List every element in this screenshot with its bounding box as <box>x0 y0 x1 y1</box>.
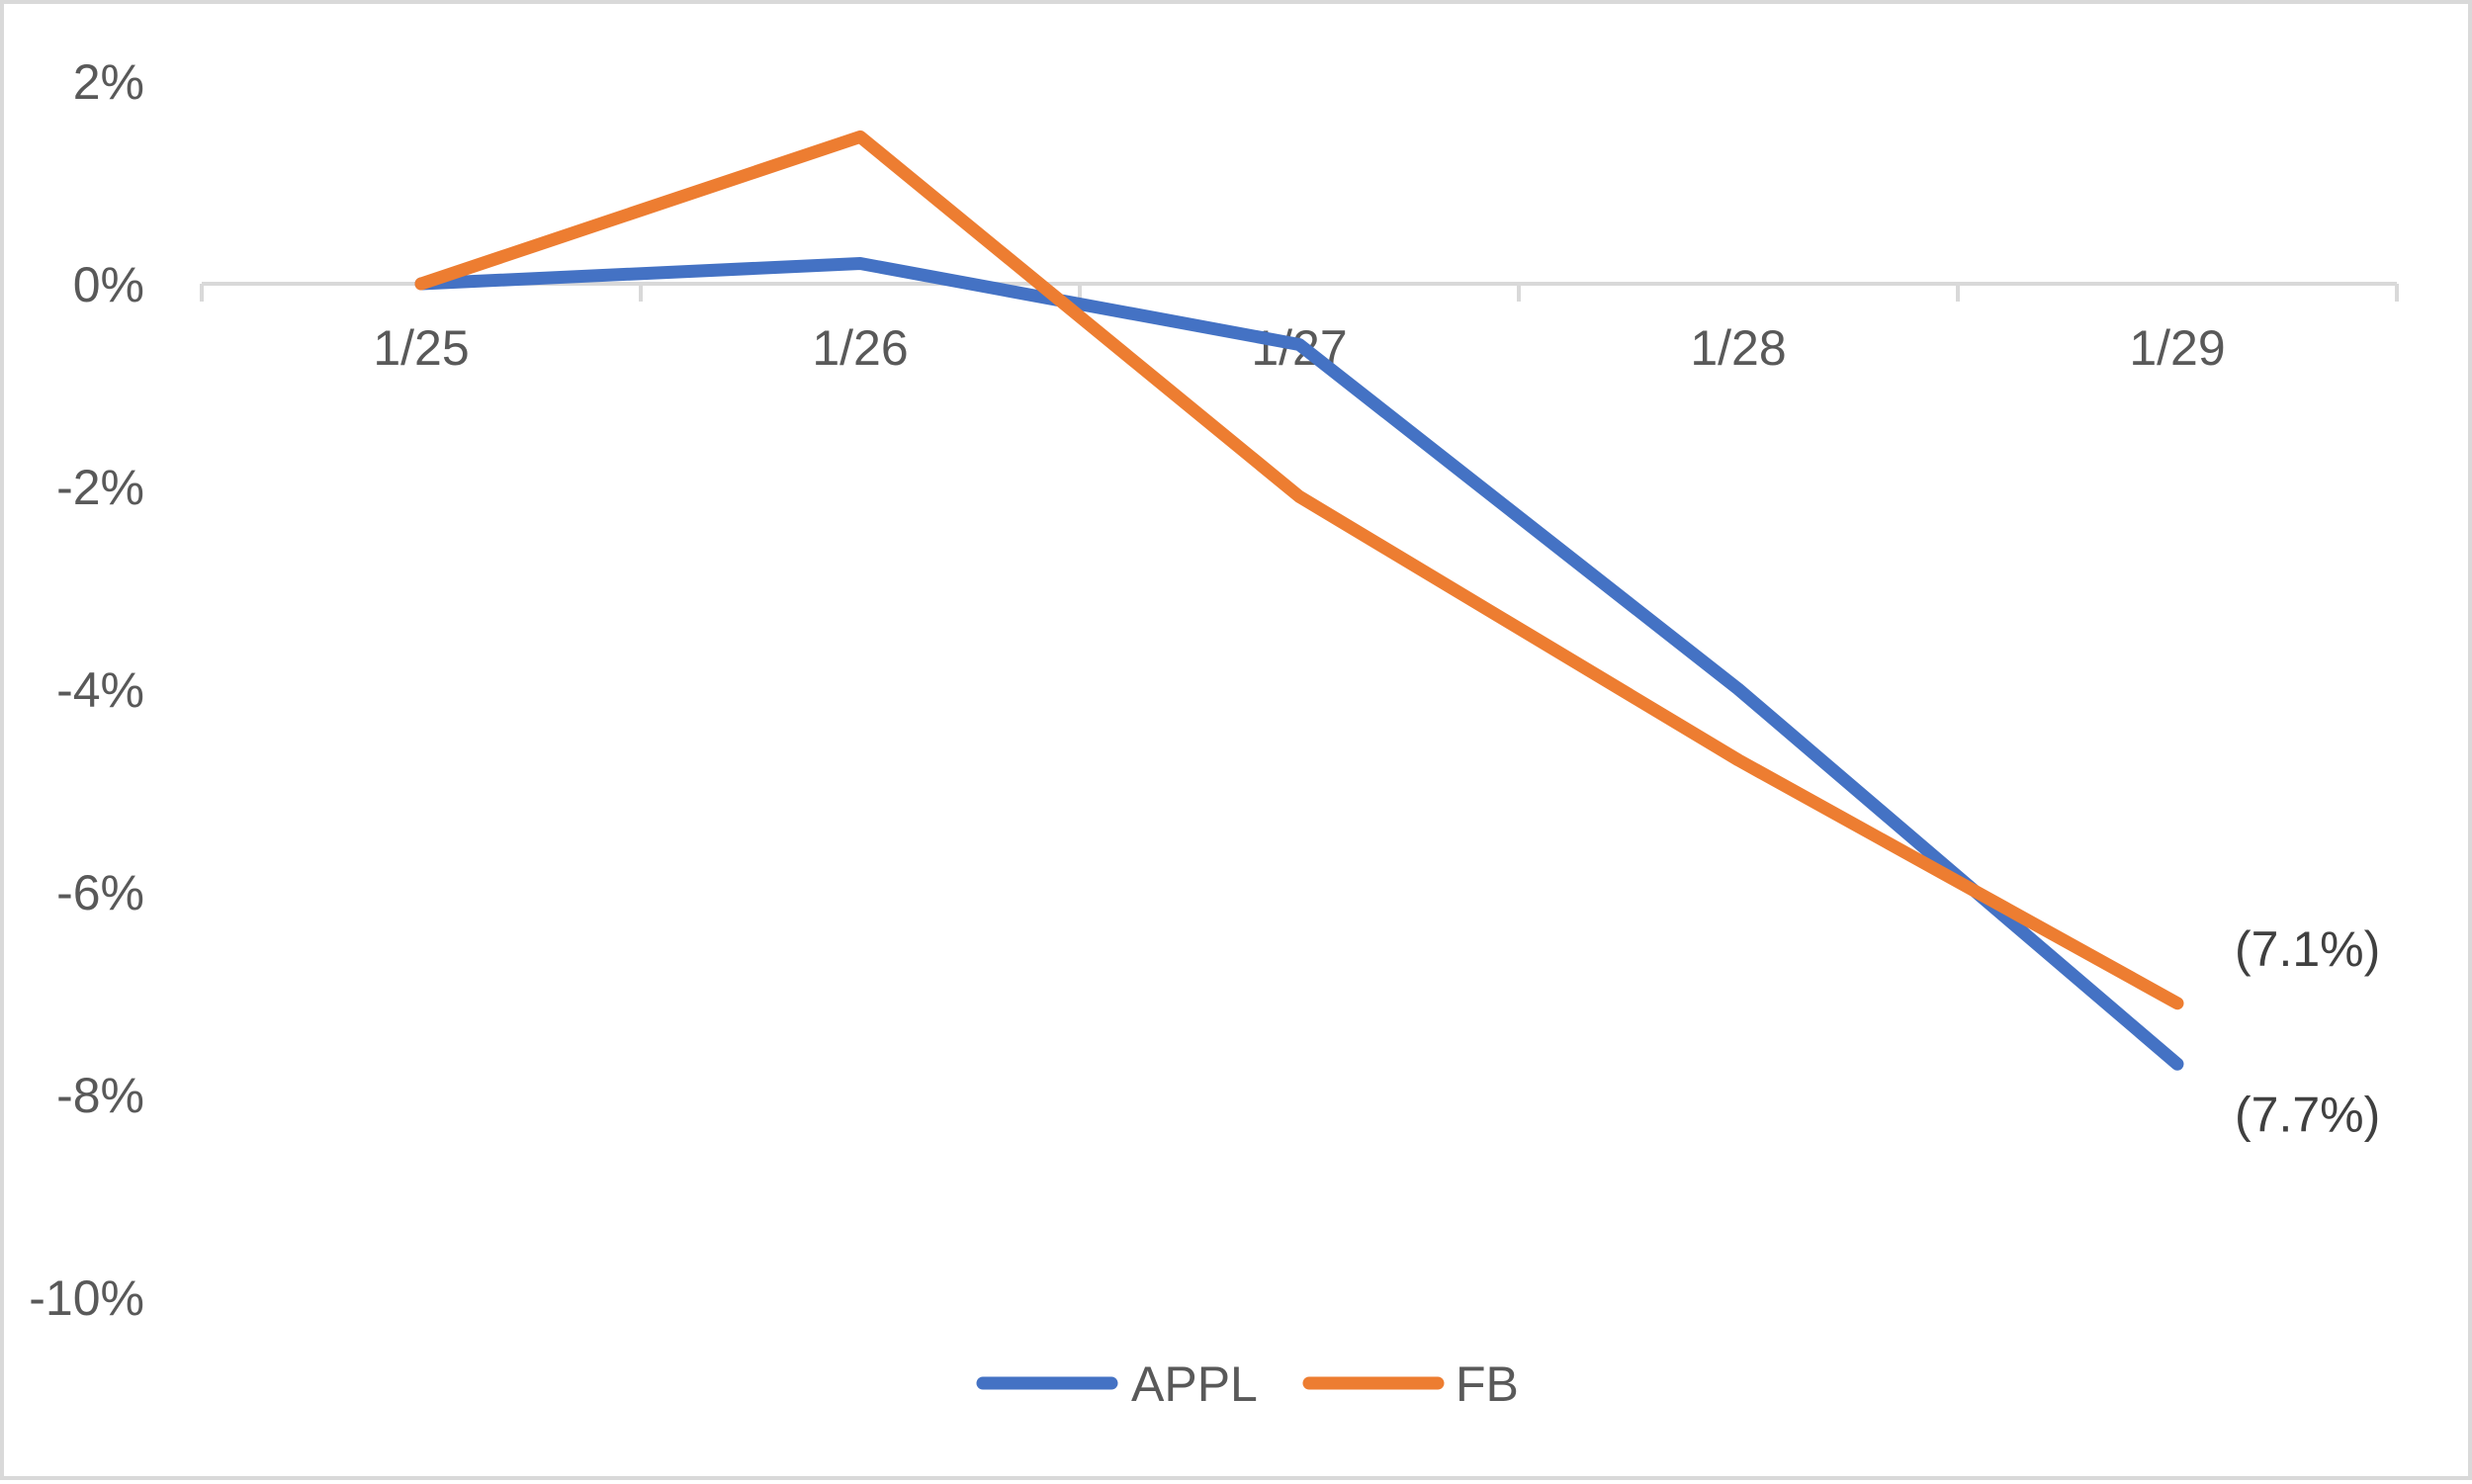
legend-label-fb: FB <box>1456 1356 1519 1412</box>
series-layer <box>414 130 2184 1071</box>
label-layer: (7.7%) (7.1%) <box>2235 921 2380 1143</box>
y-tick-label: 2% <box>73 54 144 110</box>
legend-label-appl: APPL <box>1131 1356 1258 1412</box>
legend: APPL FB <box>976 1356 1519 1412</box>
y-tick-label: -10% <box>29 1270 144 1326</box>
x-tick-label: 1/29 <box>2129 320 2225 376</box>
data-label-appl: (7.7%) <box>2235 1087 2380 1142</box>
y-tick-label: -6% <box>56 865 144 920</box>
y-tick-label: 0% <box>73 257 144 312</box>
data-label-fb: (7.1%) <box>2235 921 2380 977</box>
series-line-appl <box>414 257 2184 1071</box>
x-tick-label: 1/26 <box>812 320 908 376</box>
y-tick-label: -4% <box>56 662 144 718</box>
y-tick-label: -8% <box>56 1068 144 1123</box>
series-line-fb <box>414 130 2184 1010</box>
x-tick-label: 1/28 <box>1690 320 1786 376</box>
x-tick-label: 1/25 <box>373 320 469 376</box>
axis-layer: 2%0%-2%-4%-6%-8%-10%1/25 1/26 1/27 1/28 1/29 <box>29 54 2399 1326</box>
line-chart: 2%0%-2%-4%-6%-8%-10%1/25 1/26 1/27 1/28 1/29… <box>29 54 2399 1412</box>
y-tick-label: -2% <box>56 460 144 515</box>
